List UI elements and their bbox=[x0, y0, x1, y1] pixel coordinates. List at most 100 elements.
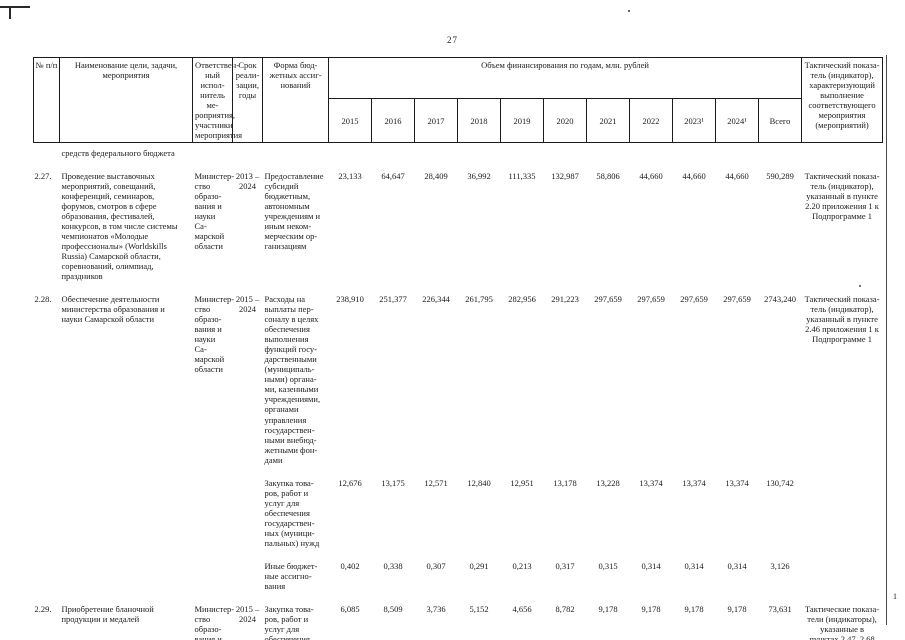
value-cell-2022: 13,374 bbox=[639, 477, 663, 488]
header-col-name: Наименование цели, задачи, мероприятия bbox=[59, 56, 193, 144]
table-body: средств федерального бюд­жета 2.27. Пров… bbox=[34, 143, 883, 640]
value-cell-2021: 0,315 bbox=[598, 560, 618, 571]
scan-artifact-top-left-line bbox=[0, 6, 30, 8]
header-col-term: Срок реали­зации, годы bbox=[232, 56, 263, 144]
table-row: Иные бюджет­ные ассигно­вания 0,402 0,33… bbox=[34, 556, 883, 599]
value-cell-2018 bbox=[458, 143, 501, 167]
table-row: средств федерального бюд­жета bbox=[34, 143, 883, 167]
value-cell-2022: 0,314 bbox=[641, 560, 661, 571]
row-indicator bbox=[802, 143, 883, 167]
value-cell-2019: 4,656 bbox=[512, 603, 532, 614]
value-cell-total: 3,126 bbox=[770, 560, 790, 571]
value-cell-2019: 12,951 bbox=[510, 477, 534, 488]
value-cell-2020: 291,223 bbox=[551, 294, 579, 305]
header-row-years: 2015 2016 2017 2018 2019 2020 2021 2022 … bbox=[34, 98, 883, 144]
value-cell-2021: 13,228 bbox=[596, 477, 620, 488]
value-cell-2023: 297,659 bbox=[680, 294, 708, 305]
row-executor bbox=[193, 143, 233, 167]
value-cell-2016: 0,338 bbox=[383, 560, 403, 571]
row-number: 2.27. bbox=[34, 171, 52, 182]
row-name: Проведение выставочных мероприятий, сове… bbox=[61, 171, 178, 282]
header-col-executor: Ответствен­ный испол­нитель ме­роприятия… bbox=[192, 56, 242, 144]
value-cell-2015: 12,676 bbox=[338, 477, 362, 488]
scan-artifact-dot bbox=[859, 285, 861, 287]
value-cell-2015: 238,910 bbox=[336, 294, 364, 305]
row-form: Закупка това­ров, работ и услуг для обес… bbox=[264, 477, 320, 548]
value-cell-total bbox=[759, 143, 802, 167]
row-term: 2015 – 2024 bbox=[235, 603, 260, 624]
value-cell-2016: 64,647 bbox=[381, 171, 405, 182]
scan-artifact-top-left-tick bbox=[9, 6, 11, 19]
year-header-2024: 2024¹ bbox=[715, 98, 759, 144]
year-header-2015: 2015 bbox=[328, 98, 372, 144]
value-cell-2023: 0,314 bbox=[684, 560, 704, 571]
value-cell-total: 590,289 bbox=[766, 171, 794, 182]
row-indicator bbox=[802, 556, 883, 599]
value-cell-2017: 28,409 bbox=[424, 171, 448, 182]
row-form: Предоставле­ние субсидий бюджетным, авто… bbox=[264, 171, 324, 252]
row-form bbox=[263, 143, 329, 167]
value-cell-2017: 226,344 bbox=[422, 294, 450, 305]
year-header-2020: 2020 bbox=[543, 98, 587, 144]
row-name bbox=[60, 556, 193, 599]
value-cell-2015: 6,085 bbox=[340, 603, 360, 614]
value-cell-2019: 0,213 bbox=[512, 560, 532, 571]
value-cell-total: 130,742 bbox=[766, 477, 794, 488]
row-form: Расходы на выплаты пер­соналу в целях об… bbox=[264, 294, 321, 465]
value-cell-2018: 12,840 bbox=[467, 477, 491, 488]
year-header-2023: 2023¹ bbox=[672, 98, 716, 144]
value-cell-2021: 297,659 bbox=[594, 294, 622, 305]
row-number: 2.29. bbox=[34, 603, 52, 614]
value-cell-2015: 0,402 bbox=[340, 560, 360, 571]
value-cell-2023: 44,660 bbox=[682, 171, 706, 182]
value-cell-2019: 282,956 bbox=[508, 294, 536, 305]
row-form: Закупка това­ров, работ и услуг для обес… bbox=[264, 603, 314, 640]
row-indicator: Тактический показа­тель (индикатор), ука… bbox=[804, 294, 880, 345]
header-col-number: № п/п bbox=[33, 56, 60, 144]
value-cell-2021: 9,178 bbox=[598, 603, 618, 614]
row-executor: Министер­ство образо­вания и науки Са­ма… bbox=[194, 603, 235, 640]
row-number bbox=[34, 143, 60, 167]
year-header-2017: 2017 bbox=[414, 98, 458, 144]
value-cell-2022: 297,659 bbox=[637, 294, 665, 305]
row-term: 2015 – 2024 bbox=[235, 294, 260, 315]
value-cell-2021: 58,806 bbox=[596, 171, 620, 182]
row-executor: Министер­ство образо­вания и науки Са­ма… bbox=[194, 171, 235, 252]
value-cell-2015 bbox=[329, 143, 372, 167]
value-cell-2022: 9,178 bbox=[641, 603, 661, 614]
table-row: 2.29. Приобретение бланочной продукции и… bbox=[34, 599, 883, 640]
row-name: Обеспечение деятельности министерства об… bbox=[61, 294, 165, 325]
value-cell-2020 bbox=[544, 143, 587, 167]
page-number: 27 bbox=[447, 35, 458, 45]
value-cell-2015: 23,133 bbox=[338, 171, 362, 182]
header-row-top: № п/п Наименование цели, задачи, меропри… bbox=[33, 56, 884, 144]
row-number bbox=[34, 473, 60, 556]
value-cell-2017: 12,571 bbox=[424, 477, 448, 488]
row-number: 2.28. bbox=[34, 294, 52, 305]
value-cell-2024: 44,660 bbox=[725, 171, 749, 182]
value-cell-2024: 13,374 bbox=[725, 477, 749, 488]
value-cell-2024: 9,178 bbox=[727, 603, 747, 614]
value-cell-2024 bbox=[716, 143, 759, 167]
value-cell-2017: 0,307 bbox=[426, 560, 446, 571]
value-cell-2016: 8,509 bbox=[383, 603, 403, 614]
table-header: № п/п Наименование цели, задачи, меропри… bbox=[33, 56, 884, 144]
value-cell-2016: 251,377 bbox=[379, 294, 407, 305]
value-cell-2023: 13,374 bbox=[682, 477, 706, 488]
row-term bbox=[233, 143, 263, 167]
value-cell-2018: 36,992 bbox=[467, 171, 491, 182]
value-cell-2024: 0,314 bbox=[727, 560, 747, 571]
value-cell-2023 bbox=[673, 143, 716, 167]
row-indicator bbox=[802, 473, 883, 556]
value-cell-2016: 13,175 bbox=[381, 477, 405, 488]
value-cell-total: 2743,240 bbox=[764, 294, 796, 305]
year-header-2021: 2021 bbox=[586, 98, 630, 144]
header-financing-banner: Объем финансирования по годам, млн. рубл… bbox=[327, 56, 803, 100]
row-term bbox=[233, 473, 263, 556]
value-cell-2024: 297,659 bbox=[723, 294, 751, 305]
value-cell-2023: 9,178 bbox=[684, 603, 704, 614]
header-col-form: Форма бюд­жетных ассиг­нований bbox=[262, 56, 329, 144]
value-cell-2020: 13,178 bbox=[553, 477, 577, 488]
value-cell-2020: 132,987 bbox=[551, 171, 579, 182]
